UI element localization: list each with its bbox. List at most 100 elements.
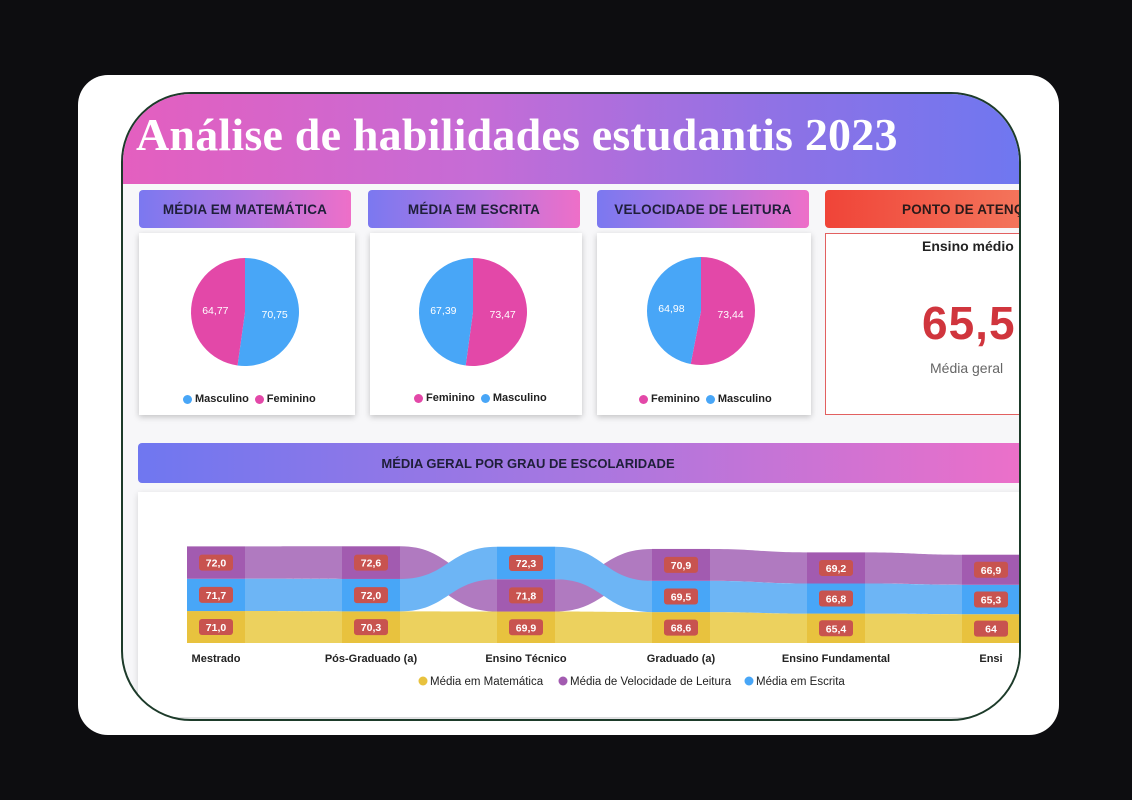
legend-label: Média de Velocidade de Leitura — [570, 676, 732, 688]
ribbon-média-em-matemática[interactable] — [865, 613, 962, 643]
value-badge — [974, 591, 1008, 608]
value-badge — [664, 619, 698, 636]
category-label: Pós-Graduado (a) — [325, 653, 418, 665]
value-badge — [509, 587, 543, 604]
legend-label: Média em Matemática — [430, 676, 544, 688]
value-badge — [664, 556, 698, 573]
title-banner: Análise de habilidades estudantis 2023 — [123, 94, 1019, 184]
alert-subtitle: Ensino médio — [922, 238, 1014, 254]
value-label: 69,9 — [516, 622, 537, 634]
ribbon-média-em-matemática[interactable] — [400, 611, 497, 643]
value-label: 68,6 — [671, 623, 692, 635]
value-label: 72,6 — [361, 558, 382, 570]
value-badge — [974, 620, 1008, 637]
kpi-header-escrita: MÉDIA EM ESCRITA — [368, 190, 580, 228]
pie-slice-masculino[interactable] — [419, 258, 473, 366]
ribbon-média-de-velocidade-de-leitura[interactable] — [245, 546, 342, 579]
pie-chart-escrita: 73,47 67,39 — [419, 258, 528, 366]
legend-dot-masculino — [183, 394, 192, 404]
ribbon-média-em-matemática[interactable] — [710, 612, 807, 643]
value-label: 71,7 — [206, 590, 227, 602]
legend-dot-masculino — [705, 394, 715, 404]
value-label: 69,2 — [826, 563, 847, 575]
ribbon-média-em-matemática[interactable] — [555, 611, 652, 643]
ribbon-legend: Média em Matemática Média de Velocidade d… — [418, 676, 845, 688]
ribbon-chart-panel: 71,0 71,7 72,0 Mestrado 70,3 72,0 72,6 Pós-Grad… — [138, 492, 1019, 717]
legend-dot-feminino — [639, 394, 648, 404]
category-label: Mestrado — [192, 653, 241, 665]
category-label: Ensi — [979, 653, 1002, 665]
ribbon-chart: 71,0 71,7 72,0 Mestrado 70,3 72,0 72,6 Pós-Grad… — [187, 546, 1019, 688]
pie-chart-matematica: 70,75 64,77 — [190, 258, 299, 366]
legend-dot — [418, 676, 428, 686]
pie-slice-masculino[interactable] — [647, 257, 701, 365]
kpi-header-matematica: MÉDIA EM MATEMÁTICA — [139, 190, 351, 228]
category-label: Graduado (a) — [647, 653, 716, 665]
ribbon-média-em-matemática[interactable] — [245, 611, 342, 643]
value-label: 71,8 — [516, 590, 537, 602]
value-label: 70,9 — [671, 560, 692, 572]
kpi-header-alerta: PONTO DE ATENÇÃO — [825, 190, 1019, 228]
pie-legend-leitura: Feminino Masculino — [639, 393, 778, 405]
value-label: 69,5 — [671, 591, 692, 603]
pie-label-feminino: 73,47 — [489, 309, 515, 321]
pie-chart-leitura: 73,44 64,98 — [647, 257, 755, 365]
value-badge — [664, 588, 698, 605]
category-label: Ensino Técnico — [485, 653, 567, 665]
value-label: 66,9 — [981, 565, 1002, 577]
legend-label-masculino: Masculino — [717, 393, 772, 405]
pie-slice-masculino[interactable] — [237, 258, 299, 366]
legend-dot — [558, 676, 568, 686]
value-badge — [509, 554, 543, 571]
value-label: 72,0 — [361, 590, 382, 602]
pie-legend-escrita: Feminino Masculino — [414, 392, 553, 404]
ribbon-média-em-escrita[interactable] — [555, 546, 652, 613]
value-label: 70,3 — [361, 622, 382, 634]
legend-label-masculino: Masculino — [195, 393, 249, 405]
value-badge — [819, 620, 853, 637]
section-header: MÉDIA GERAL POR GRAU DE ESCOLARIDADE — [138, 443, 1019, 483]
pie-label-masculino: 64,98 — [658, 303, 684, 315]
value-label: 66,8 — [826, 594, 847, 606]
value-badge — [819, 559, 853, 576]
pie-slice-feminino[interactable] — [690, 257, 755, 365]
legend-label: Média em Escrita — [756, 676, 845, 688]
alert-value: 65,5 — [922, 297, 1016, 349]
legend-label-masculino: Masculino — [492, 392, 547, 404]
value-label: 72,3 — [516, 558, 537, 570]
value-badge — [199, 554, 233, 571]
page-title: Análise de habilidades estudantis 2023 — [136, 109, 898, 160]
ribbons — [245, 546, 962, 643]
ribbon-média-de-velocidade-de-leitura[interactable] — [710, 548, 807, 584]
pie-panel-matematica: 70,75 64,77 Masculino Feminino — [139, 233, 355, 415]
ribbon-média-em-escrita[interactable] — [245, 578, 342, 612]
legend-label-feminino: Feminino — [266, 393, 316, 405]
pie-label-feminino: 64,77 — [202, 305, 228, 317]
value-badge — [974, 561, 1008, 578]
value-badge — [354, 619, 388, 636]
value-label: 65,4 — [826, 623, 847, 635]
ribbon-média-em-escrita[interactable] — [710, 580, 807, 614]
category-label: Ensino Fundamental — [782, 653, 890, 665]
legend-dot-feminino — [254, 394, 264, 404]
alert-caption: Média geral — [930, 360, 1004, 376]
pie-label-masculino: 70,75 — [261, 309, 287, 321]
legend-label-feminino: Feminino — [651, 393, 700, 405]
pie-label-feminino: 73,44 — [717, 309, 743, 321]
ribbon-média-de-velocidade-de-leitura[interactable] — [865, 552, 962, 585]
value-badge — [199, 586, 233, 603]
pie-panel-escrita: 73,47 67,39 Feminino Masculino — [370, 233, 582, 415]
value-label: 65,3 — [981, 595, 1002, 607]
pie-slice-feminino[interactable] — [465, 258, 528, 366]
legend-dot — [744, 676, 754, 686]
value-label: 71,0 — [206, 622, 227, 634]
value-label: 72,0 — [206, 558, 227, 570]
ribbon-média-em-escrita[interactable] — [865, 583, 962, 615]
pie-slice-feminino[interactable] — [190, 258, 245, 366]
pie-legend-matematica: Masculino Feminino — [183, 393, 322, 405]
dashboard-frame: Análise de habilidades estudantis 2023 M… — [121, 92, 1021, 721]
legend-dot-masculino — [480, 393, 490, 403]
value-badge — [199, 619, 233, 636]
legend-dot-feminino — [414, 393, 423, 403]
ribbon-média-em-escrita[interactable] — [400, 546, 497, 612]
